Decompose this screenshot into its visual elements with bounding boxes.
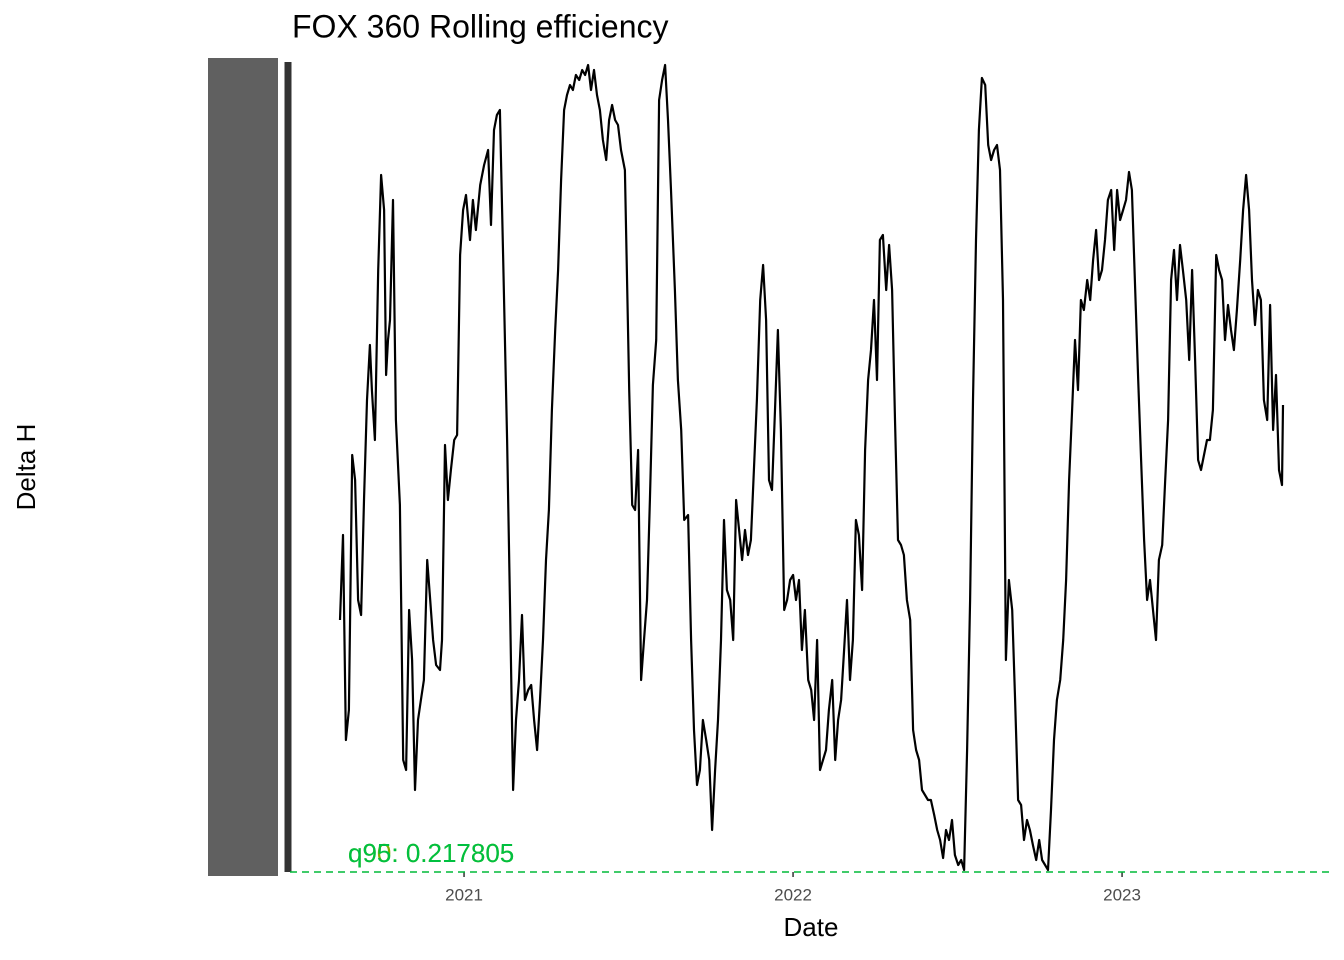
x-tick-label: 2021 [445, 885, 483, 904]
data-line [338, 63, 1285, 872]
x-tick-label: 2023 [1103, 885, 1141, 904]
y-axis-label-overlap [208, 58, 278, 876]
y-axis-title: Delta H [11, 424, 41, 511]
chart-title: FOX 360 Rolling efficiency [292, 8, 668, 44]
annotation: q95: 0.217805 [348, 838, 514, 868]
x-axis-title: Date [784, 912, 839, 942]
annotation: q90: 0.217805 [348, 838, 514, 868]
x-tick-label: 2022 [774, 885, 812, 904]
